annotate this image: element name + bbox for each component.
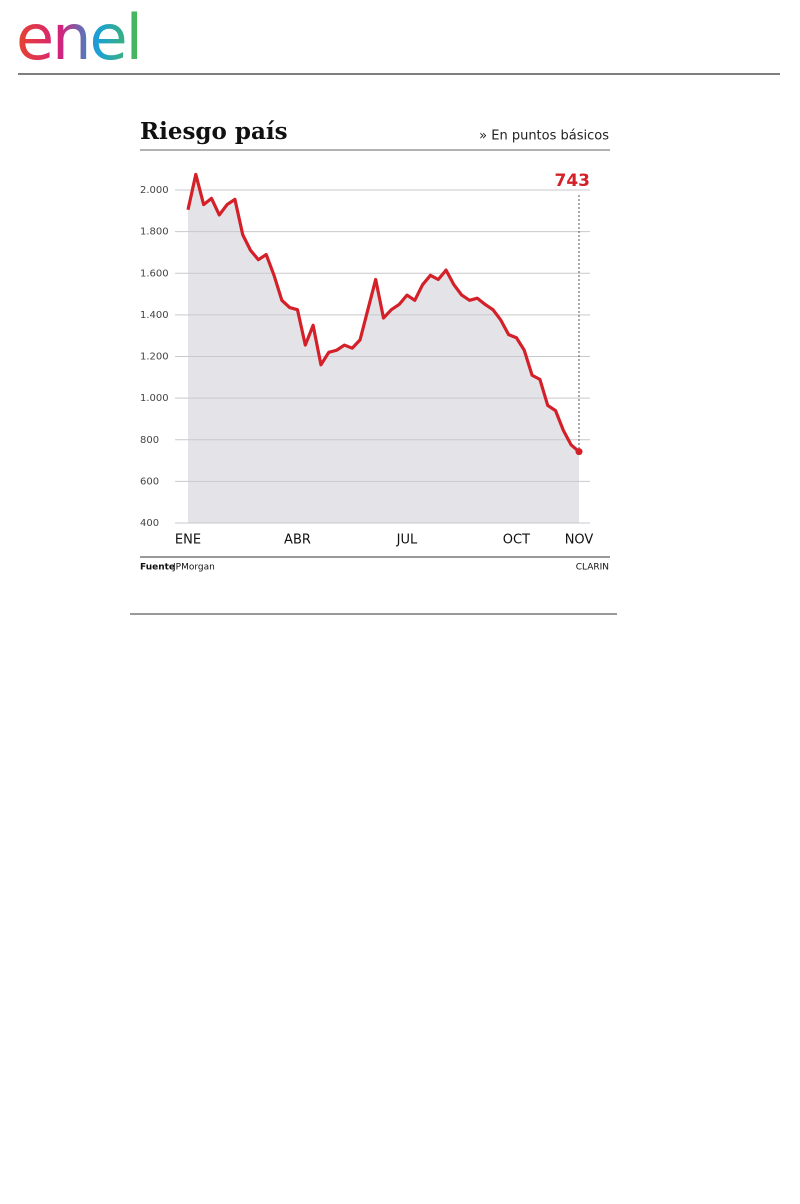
logo: enel [16,1,141,74]
x-tick-label: ENE [175,533,201,548]
y-tick-label: 1.800 [140,227,169,238]
line [186,172,581,453]
value-label: 743 [555,171,591,191]
x-tick-label: OCT [503,533,530,548]
y-tick-label: 2.000 [140,185,169,196]
x-tick-label: ABR [284,533,311,548]
credit: CLARIN [576,563,609,573]
y-tick-label: 1.600 [140,268,169,279]
source: JPMorgan [172,563,215,573]
y-tick-label: 1.200 [140,352,169,363]
chart-subtitle: » En puntos básicos [479,129,609,144]
area-fill [188,174,579,523]
source-label: Fuente [140,563,175,573]
chart-title: Riesgo país [140,118,288,145]
y-tick-label: 800 [140,435,159,446]
y-tick-label: 600 [140,476,159,487]
y-tick-label: 400 [140,518,159,529]
y-tick-label: 1.000 [140,393,169,404]
x-tick-label: NOV [565,533,594,548]
x-tick-label: JUL [396,533,418,548]
end-point [575,448,583,456]
y-tick-label: 1.400 [140,310,169,321]
